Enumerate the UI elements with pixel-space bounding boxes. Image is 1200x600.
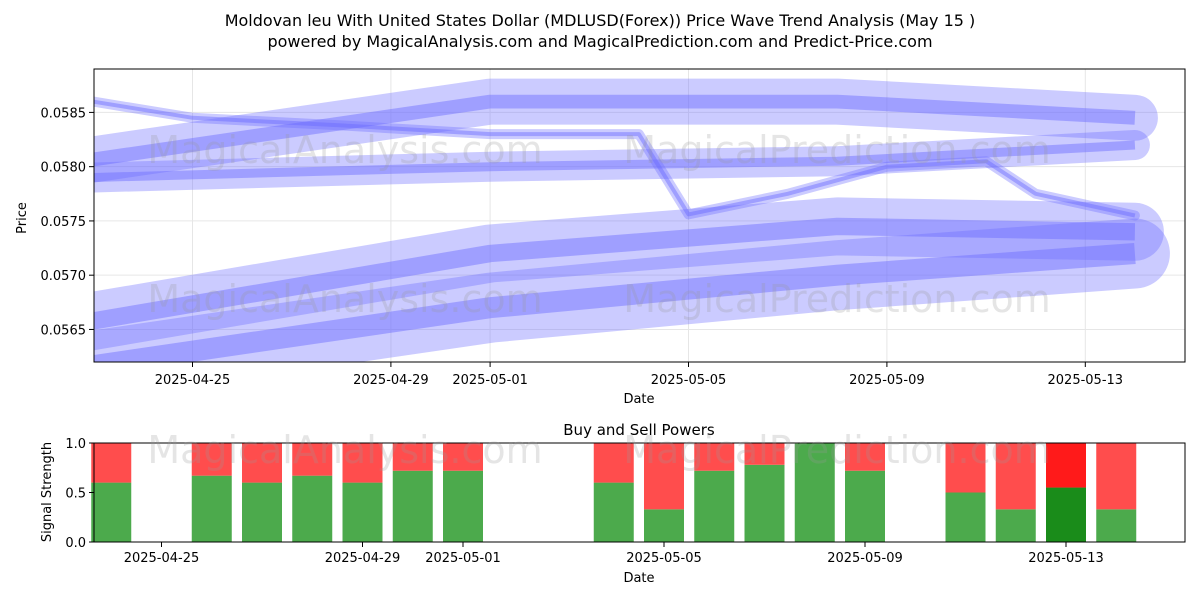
- buy-bar: [292, 475, 333, 542]
- power-x-tick-label: 2025-04-29: [325, 551, 401, 566]
- watermark-analysis-2: MagicalAnalysis.com: [147, 277, 542, 321]
- buy-bar: [694, 470, 735, 542]
- price-y-tick-label: 0.0575: [41, 215, 87, 230]
- sell-bar: [995, 443, 1036, 510]
- buy-sell-bars: [91, 443, 1137, 542]
- title-line-1: Moldovan leu With United States Dollar (…: [225, 11, 976, 30]
- buy-bar: [644, 509, 684, 542]
- buy-bar: [995, 509, 1036, 542]
- price-grid: [94, 69, 1185, 362]
- buy-bar: [242, 482, 282, 542]
- sell-bar: [91, 443, 132, 483]
- power-x-label: Date: [623, 571, 654, 586]
- price-x-tick-label: 2025-05-05: [651, 373, 727, 388]
- sell-bar: [1096, 443, 1137, 510]
- watermark-prediction-2: MagicalPrediction.com: [623, 277, 1051, 321]
- buy-sell-chart: Buy and Sell Powers 0.0 0.5 1.0 2025-04-25…: [40, 421, 1186, 586]
- buy-bar: [794, 443, 835, 542]
- price-y-ticks: 0.0565 0.0570 0.0575 0.0580 0.0585: [41, 106, 94, 338]
- buy-bar: [1096, 509, 1137, 542]
- buy-bar: [91, 482, 132, 542]
- sell-bar: [342, 443, 383, 483]
- buy-bar: [443, 470, 483, 542]
- price-wave-bands: [94, 78, 1170, 362]
- price-x-label: Date: [623, 392, 654, 407]
- wave-core-trend-middle: [94, 140, 1136, 182]
- power-x-tick-label: 2025-05-05: [626, 551, 702, 566]
- sell-bar: [242, 443, 282, 483]
- price-y-label: Price: [15, 202, 30, 234]
- wave-band-trend-lower: [94, 197, 1164, 351]
- price-y-tick-label: 0.0585: [41, 106, 87, 121]
- sell-bar: [1046, 443, 1086, 488]
- wave-band-price-wave: [94, 96, 1140, 221]
- buy-bar: [191, 475, 232, 542]
- sell-bar: [443, 443, 483, 471]
- power-x-tick-label: 2025-05-09: [827, 551, 903, 566]
- watermarks: MagicalAnalysis.com MagicalPrediction.co…: [147, 128, 1050, 472]
- sell-bar: [694, 443, 735, 471]
- sell-bar: [593, 443, 634, 483]
- buy-bar: [593, 482, 634, 542]
- watermark-analysis-3: MagicalAnalysis.com: [147, 428, 542, 472]
- price-x-tick-label: 2025-04-25: [155, 373, 231, 388]
- wave-core-price-wave: [94, 99, 1136, 218]
- wave-core-trend-bottom: [94, 243, 1136, 362]
- price-x-tick-label: 2025-05-13: [1048, 373, 1124, 388]
- watermark-prediction-1: MagicalPrediction.com: [623, 128, 1051, 172]
- power-y-label: Signal Strength: [40, 442, 55, 542]
- watermark-prediction-3: MagicalPrediction.com: [623, 428, 1051, 472]
- power-x-tick-label: 2025-04-25: [124, 551, 200, 566]
- wave-band-trend-middle: [94, 130, 1150, 193]
- price-axes-frame: [93, 68, 1186, 363]
- price-x-tick-label: 2025-05-09: [849, 373, 925, 388]
- power-x-ticks: 2025-04-25 2025-04-29 2025-05-01 2025-05-05…: [124, 542, 1104, 566]
- price-y-tick-label: 0.0580: [41, 161, 87, 176]
- power-y-tick-label: 1.0: [65, 437, 86, 452]
- power-chart-title: Buy and Sell Powers: [563, 421, 715, 439]
- sell-bar: [845, 443, 885, 471]
- price-y-tick-label: 0.0565: [41, 323, 87, 338]
- buy-bar: [845, 470, 885, 542]
- power-y-ticks: 0.0 0.5 1.0: [65, 437, 94, 551]
- buy-bar: [744, 464, 785, 542]
- power-x-tick-label: 2025-05-13: [1028, 551, 1104, 566]
- sell-bar: [292, 443, 333, 476]
- wave-core-trend-lower: [94, 217, 1136, 330]
- price-x-ticks: 2025-04-25 2025-04-29 2025-05-01 2025-05-05…: [155, 362, 1123, 388]
- sell-bar: [644, 443, 684, 510]
- title-line-2: powered by MagicalAnalysis.com and Magic…: [267, 32, 932, 51]
- price-y-tick-label: 0.0570: [41, 269, 87, 284]
- sell-bar: [191, 443, 232, 476]
- price-x-tick-label: 2025-04-29: [353, 373, 429, 388]
- sell-bar: [392, 443, 433, 471]
- wave-core-trend-upper: [94, 94, 1136, 167]
- wave-band-trend-upper: [94, 78, 1158, 183]
- buy-bar: [945, 492, 986, 542]
- power-y-tick-label: 0.5: [65, 487, 86, 502]
- price-x-tick-label: 2025-05-01: [452, 373, 528, 388]
- buy-bar: [342, 482, 383, 542]
- power-x-tick-label: 2025-05-01: [425, 551, 501, 566]
- watermark-analysis-1: MagicalAnalysis.com: [147, 128, 542, 172]
- wave-band-trend-bottom: [94, 218, 1170, 362]
- power-y-tick-label: 0.0: [65, 536, 86, 551]
- buy-bar: [1046, 487, 1086, 542]
- buy-bar: [392, 470, 433, 542]
- sell-bar: [945, 443, 986, 493]
- sell-bar: [744, 443, 785, 465]
- price-chart: 0.0565 0.0570 0.0575 0.0580 0.0585 2025-04-2…: [15, 68, 1186, 407]
